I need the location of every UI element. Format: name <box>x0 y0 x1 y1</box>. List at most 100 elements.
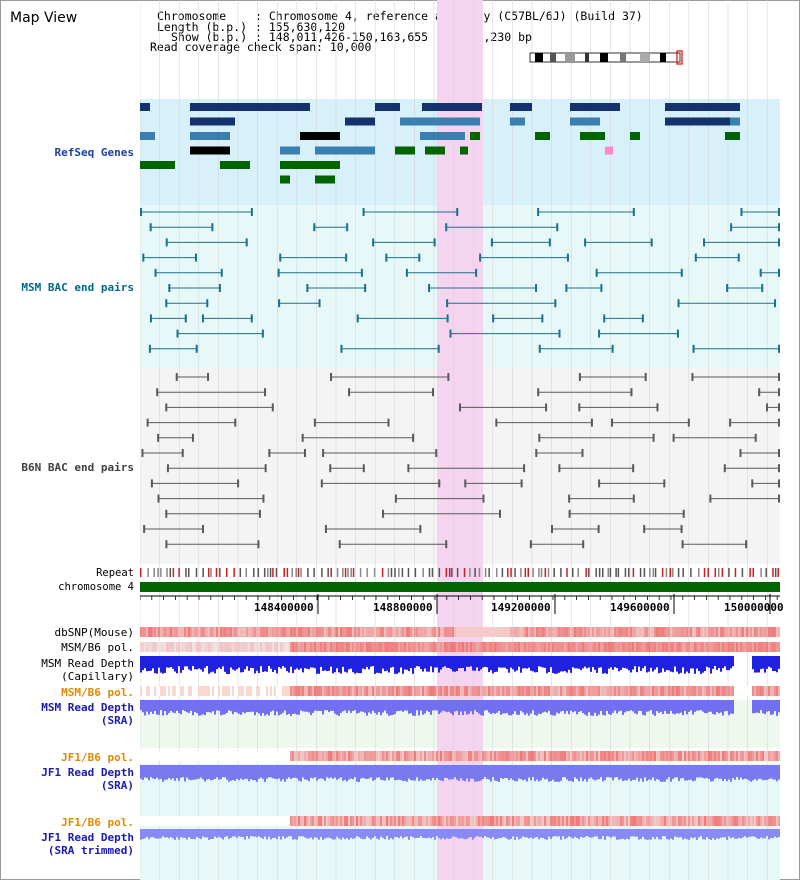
depth-bar <box>246 656 248 667</box>
heat-cell <box>750 686 752 696</box>
depth-bar <box>298 700 300 715</box>
depth-bar <box>614 829 616 837</box>
depth-bar <box>766 656 768 669</box>
genome-track-plot[interactable] <box>140 0 780 880</box>
heat-cell <box>678 751 680 761</box>
depth-bar <box>448 656 450 668</box>
depth-bar <box>208 765 210 779</box>
depth-bar <box>632 656 634 670</box>
depth-bar <box>264 656 266 672</box>
depth-bar <box>378 700 380 713</box>
depth-bar <box>564 765 566 778</box>
depth-bar <box>352 829 354 839</box>
heat-cell <box>434 642 436 652</box>
heat-cell <box>694 686 696 696</box>
heat-cell <box>686 816 688 826</box>
depth-bar <box>732 700 734 714</box>
bac-end <box>568 494 571 503</box>
heat-cell <box>412 751 414 761</box>
depth-bar <box>716 829 718 839</box>
heat-cell <box>210 642 212 652</box>
repeat-mark <box>267 568 269 577</box>
heat-cell <box>454 816 456 826</box>
bac-end <box>464 479 467 488</box>
depth-bar <box>234 829 236 837</box>
depth-bar <box>492 656 494 674</box>
depth-bar <box>506 829 508 839</box>
heat-cell <box>650 686 652 696</box>
depth-bar <box>442 700 444 711</box>
depth-bar <box>468 700 470 714</box>
heat-cell <box>154 627 156 637</box>
depth-bar <box>628 829 630 840</box>
depth-bar <box>426 700 428 711</box>
depth-bar <box>714 700 716 715</box>
heat-cell <box>650 816 652 826</box>
heat-cell <box>206 751 208 761</box>
depth-bar <box>570 700 572 711</box>
depth-bar <box>380 829 382 837</box>
heat-cell <box>412 627 414 637</box>
heat-cell <box>658 751 660 761</box>
heat-cell <box>360 816 362 826</box>
depth-bar <box>262 656 264 672</box>
heat-cell <box>202 816 204 826</box>
heat-cell <box>312 751 314 761</box>
repeat-mark <box>577 568 579 577</box>
depth-bar <box>232 700 234 715</box>
heat-cell <box>318 642 320 652</box>
heat-cell <box>732 627 734 637</box>
depth-bar <box>460 765 462 779</box>
heat-cell <box>298 686 300 696</box>
depth-bar <box>678 656 680 674</box>
heat-cell <box>328 642 330 652</box>
heat-cell <box>232 642 234 652</box>
gene-exon <box>510 117 525 126</box>
depth-bar <box>176 829 178 838</box>
repeat-mark <box>390 568 393 577</box>
heat-cell <box>172 642 174 652</box>
heat-cell <box>480 627 482 637</box>
heat-cell <box>512 642 514 652</box>
depth-bar <box>416 829 418 838</box>
heat-cell <box>376 642 378 652</box>
heat-cell <box>662 751 664 761</box>
heat-cell <box>408 751 410 761</box>
depth-bar <box>534 700 536 715</box>
heat-cell <box>460 642 462 652</box>
heat-cell <box>594 816 596 826</box>
depth-bar <box>514 656 516 672</box>
depth-bar <box>322 829 324 840</box>
heat-cell <box>500 642 502 652</box>
heat-cell <box>656 816 658 826</box>
heat-cell <box>416 627 418 637</box>
depth-bar <box>224 700 226 715</box>
depth-bar <box>688 829 690 840</box>
heat-cell <box>746 686 748 696</box>
depth-bar <box>420 829 422 837</box>
heat-cell <box>450 627 452 637</box>
depth-bar <box>228 765 230 782</box>
bac-end <box>330 373 333 381</box>
heat-cell <box>402 751 404 761</box>
depth-bar <box>400 656 402 668</box>
heat-cell <box>508 816 510 826</box>
heat-cell <box>234 686 236 696</box>
heat-cell <box>332 686 334 696</box>
heat-cell <box>516 816 518 826</box>
heat-cell <box>672 751 674 761</box>
depth-bar <box>616 700 618 714</box>
heat-cell <box>140 627 142 637</box>
heat-cell <box>758 816 760 826</box>
depth-bar <box>330 656 332 667</box>
depth-bar <box>346 765 348 782</box>
depth-bar <box>712 765 714 782</box>
heat-cell <box>620 627 622 637</box>
heat-cell <box>280 642 282 652</box>
heat-cell <box>204 686 206 696</box>
heat-cell <box>192 751 194 761</box>
heat-cell <box>274 751 276 761</box>
depth-bar <box>360 700 362 712</box>
depth-bar <box>656 700 658 712</box>
depth-bar <box>600 765 602 778</box>
